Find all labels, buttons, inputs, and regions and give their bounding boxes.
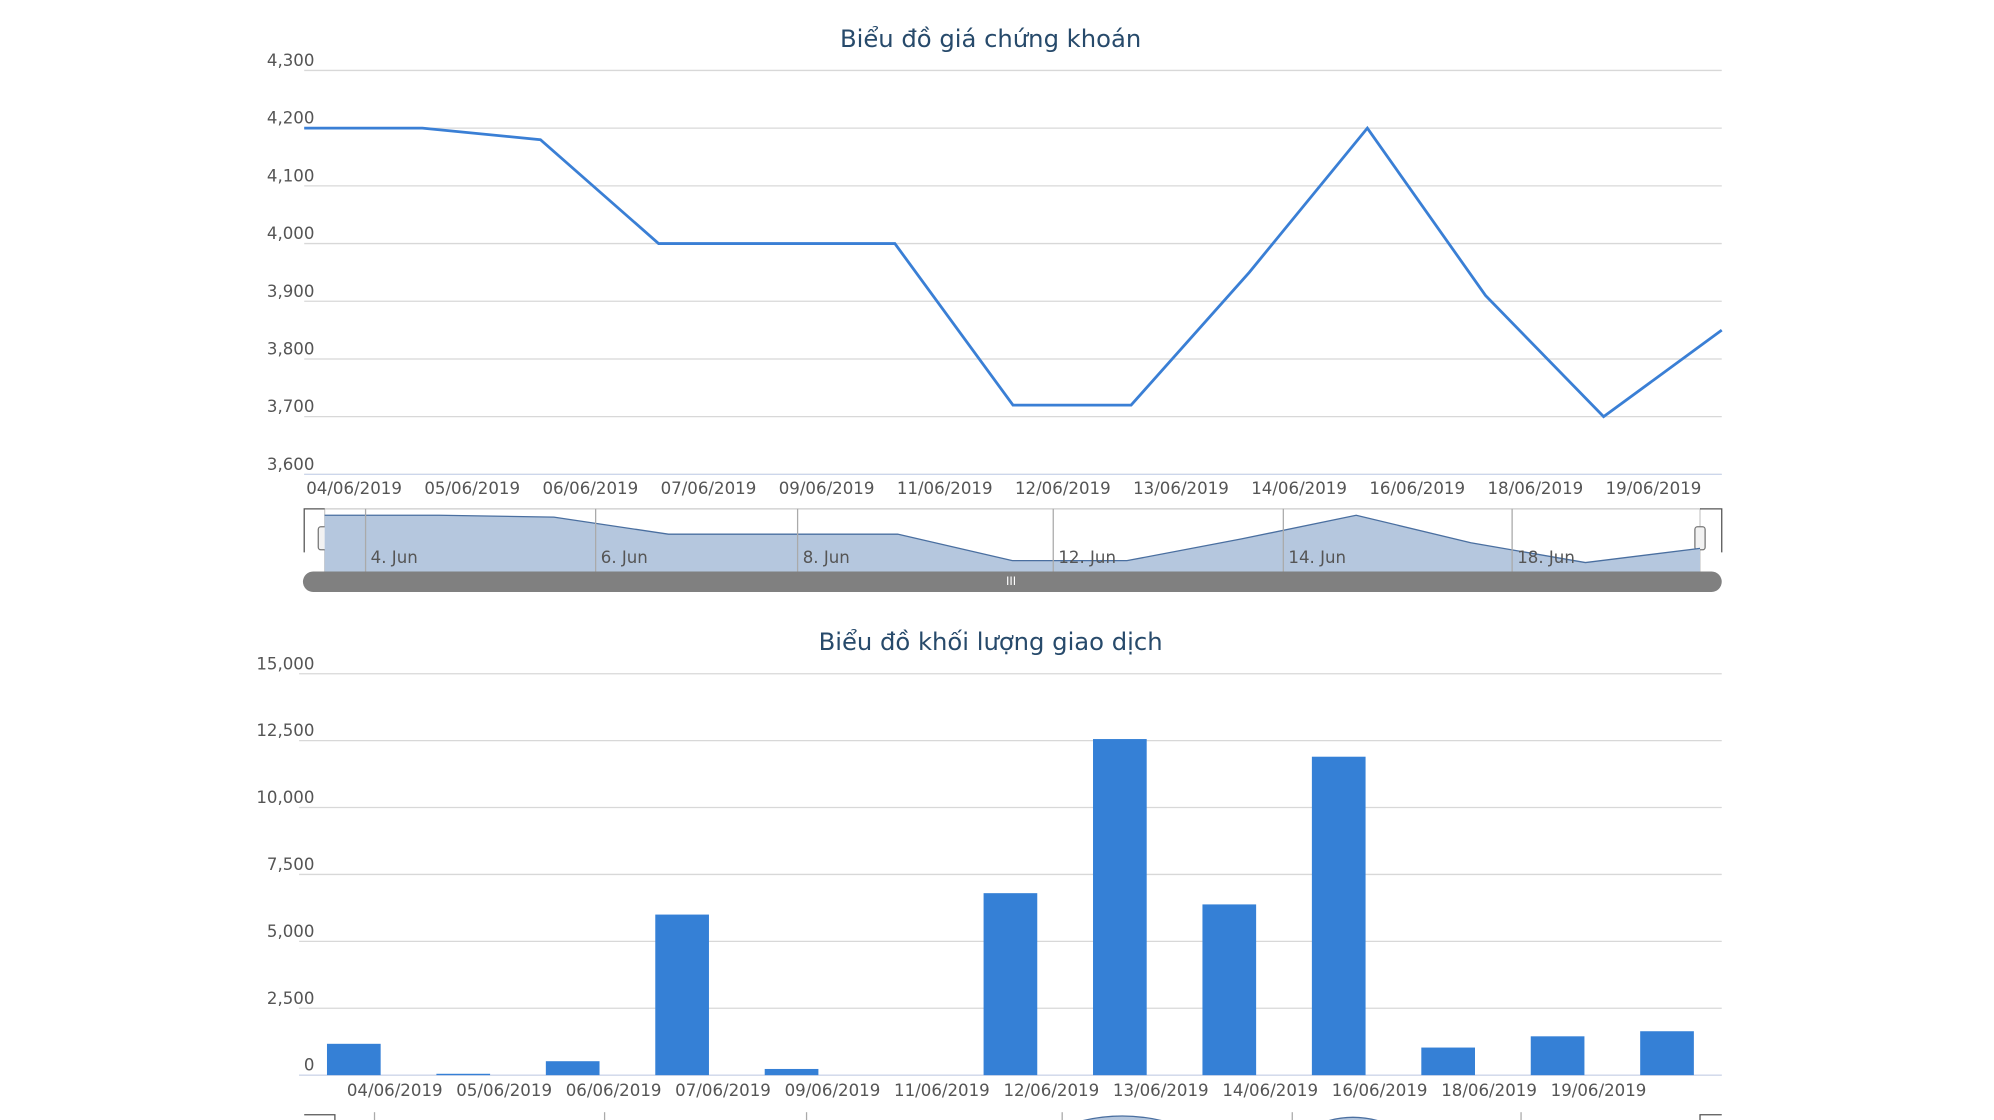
x-tick-label: 04/06/2019	[347, 1081, 443, 1100]
y-tick-label: 10,000	[256, 788, 314, 807]
bar	[436, 1073, 491, 1076]
bar	[764, 1068, 819, 1076]
y-tick-label: 3,600	[267, 455, 315, 474]
navigator-label: 6. Jun	[601, 548, 648, 567]
bar	[1202, 904, 1257, 1076]
navigator-line	[324, 514, 1701, 564]
y-tick-label: 3,900	[267, 282, 315, 301]
bar	[1311, 756, 1366, 1076]
y-tick-label: 5,000	[267, 922, 315, 941]
x-tick-label: 07/06/2019	[661, 479, 757, 498]
bar	[326, 1043, 381, 1076]
y-tick-label: 4,000	[267, 224, 315, 243]
x-tick-label: 16/06/2019	[1332, 1081, 1428, 1100]
navigator-handle[interactable]	[1694, 526, 1706, 551]
bar	[1093, 739, 1147, 1076]
scrollbar-grip: III	[1006, 574, 1016, 588]
navigator-label: 18. Jun	[1517, 548, 1575, 567]
y-tick-label: 15,000	[256, 654, 314, 673]
x-tick-label: 19/06/2019	[1606, 479, 1702, 498]
bar	[1640, 1031, 1694, 1076]
bar	[545, 1061, 600, 1076]
bar	[655, 914, 709, 1076]
y-tick-label: 4,300	[267, 51, 315, 70]
y-tick-label: 2,500	[267, 989, 315, 1008]
x-tick-label: 13/06/2019	[1133, 479, 1229, 498]
x-tick-label: 04/06/2019	[306, 479, 402, 498]
navigator-label: 8. Jun	[803, 548, 850, 567]
bar	[983, 893, 1038, 1076]
navigator-bracket	[304, 1114, 1722, 1120]
x-tick-label: 19/06/2019	[1551, 1081, 1647, 1100]
navigator-label: 4. Jun	[371, 548, 418, 567]
x-tick-label: 18/06/2019	[1487, 479, 1583, 498]
price-line	[304, 125, 1723, 419]
chart-title: Biểu đồ giá chứng khoán	[840, 24, 1141, 53]
x-tick-label: 05/06/2019	[456, 1081, 552, 1100]
x-tick-label: 12/06/2019	[1015, 479, 1111, 498]
navigator-label: 14. Jun	[1288, 548, 1346, 567]
y-tick-label: 12,500	[256, 721, 314, 740]
x-tick-label: 06/06/2019	[566, 1081, 662, 1100]
x-tick-label: 06/06/2019	[542, 479, 638, 498]
x-tick-label: 11/06/2019	[894, 1081, 990, 1100]
navigator-label: 12. Jun	[1058, 548, 1116, 567]
y-tick-label: 7,500	[267, 855, 315, 874]
navigator-area	[1083, 1115, 1378, 1120]
y-tick-label: 3,800	[267, 340, 315, 359]
x-tick-label: 12/06/2019	[1003, 1081, 1099, 1100]
x-tick-label: 07/06/2019	[675, 1081, 771, 1100]
x-tick-label: 14/06/2019	[1251, 479, 1347, 498]
y-tick-label: 4,100	[267, 166, 315, 185]
scrollbar[interactable]	[302, 571, 1722, 592]
bar	[1421, 1047, 1475, 1076]
x-tick-label: 16/06/2019	[1369, 479, 1465, 498]
navigator-area	[324, 515, 1701, 572]
y-tick-label: 4,200	[267, 109, 315, 128]
x-tick-label: 05/06/2019	[424, 479, 520, 498]
x-tick-label: 13/06/2019	[1113, 1081, 1209, 1100]
x-tick-label: 18/06/2019	[1441, 1081, 1537, 1100]
y-tick-label: 0	[304, 1056, 315, 1075]
bar	[1530, 1036, 1585, 1076]
navigator-bracket	[303, 508, 1723, 553]
x-tick-label: 11/06/2019	[897, 479, 993, 498]
x-tick-label: 09/06/2019	[785, 1081, 881, 1100]
x-tick-label: 14/06/2019	[1222, 1081, 1318, 1100]
y-tick-label: 3,700	[267, 397, 315, 416]
chart-title: Biểu đồ khối lượng giao dịch	[819, 627, 1163, 656]
x-tick-label: 09/06/2019	[779, 479, 875, 498]
